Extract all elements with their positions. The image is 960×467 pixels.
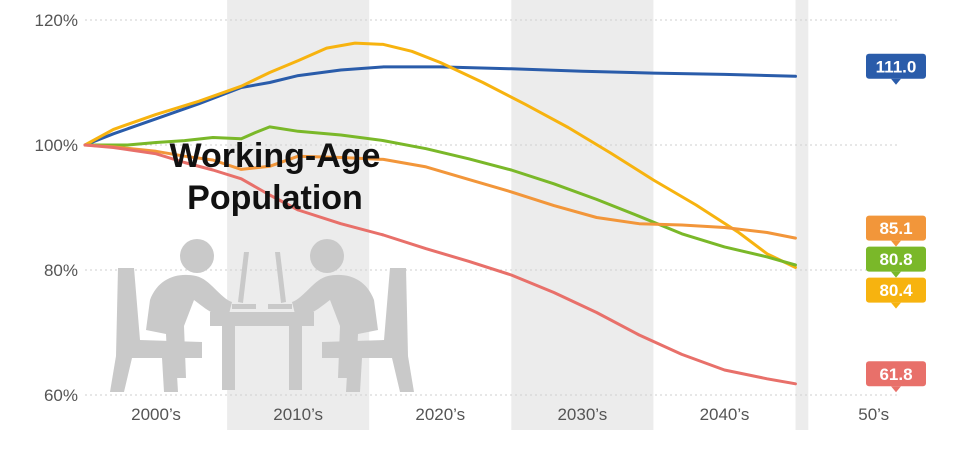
end-label-box — [866, 215, 926, 241]
end-label-value: 80.8 — [879, 250, 912, 269]
end-label: 111.0 — [866, 53, 926, 85]
people-at-desk-icon — [110, 239, 414, 392]
end-label: 80.8 — [866, 246, 926, 278]
end-label-box — [866, 277, 926, 303]
end-label-pointer — [891, 302, 901, 309]
end-label: 61.8 — [866, 361, 926, 393]
x-tick-label: 2030’s — [557, 405, 607, 424]
chart-title-line-2: Population — [187, 179, 363, 217]
x-tick-label: 50’s — [858, 405, 889, 424]
y-tick-label: 100% — [35, 136, 78, 155]
end-label-pointer — [891, 271, 901, 278]
decade-shade-2 — [795, 0, 809, 430]
x-tick-label: 2000’s — [131, 405, 181, 424]
end-label-value: 111.0 — [876, 57, 917, 76]
end-label-pointer — [891, 78, 901, 85]
x-tick-label: 2010’s — [273, 405, 323, 424]
series-lines — [83, 41, 797, 386]
end-label-pointer — [891, 386, 901, 393]
y-tick-label: 80% — [44, 261, 78, 280]
end-label-value: 85.1 — [879, 219, 912, 238]
series-line-2 — [83, 125, 797, 267]
series-line-1 — [83, 41, 797, 269]
x-tick-label: 2040’s — [700, 405, 750, 424]
y-tick-label: 60% — [44, 386, 78, 405]
end-label-value: 80.4 — [879, 281, 913, 300]
x-tick-label: 2020’s — [415, 405, 465, 424]
end-label: 85.1 — [866, 215, 926, 247]
end-label-box — [866, 246, 926, 272]
end-label-value: 61.8 — [879, 365, 912, 384]
end-label-pointer — [891, 240, 901, 247]
y-tick-label: 120% — [35, 11, 78, 30]
chart-title: Working-Age Population — [170, 137, 381, 217]
series-line-4 — [83, 143, 797, 386]
end-label-box — [866, 53, 926, 79]
gridlines — [85, 19, 900, 396]
x-axis-ticks: 2000’s 2010’s 2020’s 2030’s 2040’s 50’s — [131, 405, 889, 424]
chart-title-line-1: Working-Age — [170, 137, 381, 175]
end-label: 80.4 — [866, 277, 926, 309]
series-line-0 — [83, 65, 797, 147]
y-axis-ticks: 120% 100% 80% 60% — [35, 11, 78, 405]
end-label-box — [866, 361, 926, 387]
end-value-labels: 111.0 85.1 80.8 80.4 61.8 — [866, 53, 926, 393]
series-line-3 — [83, 143, 797, 240]
